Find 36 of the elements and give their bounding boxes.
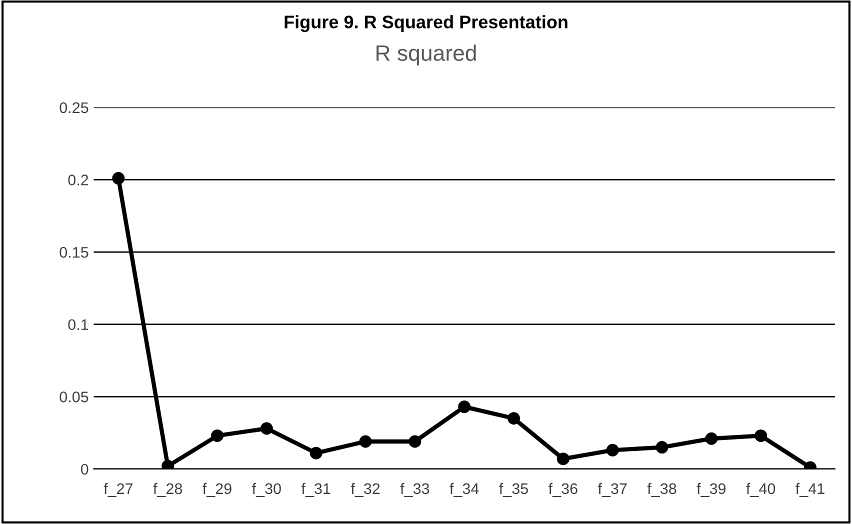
chart-subtitle: R squared xyxy=(376,44,476,66)
x-tick-label: f_41 xyxy=(796,482,824,497)
chart-title: Figure 9. R Squared Presentation xyxy=(284,15,568,32)
y-tick-label: 0.15 xyxy=(60,246,88,258)
point xyxy=(556,452,570,466)
point xyxy=(260,422,273,435)
y-tick-label: 0 xyxy=(80,464,88,475)
x-tick-label: f_37 xyxy=(598,482,627,497)
point xyxy=(754,429,768,442)
x-tick-label: f_30 xyxy=(252,482,281,497)
x-tick-label: f_29 xyxy=(202,482,232,497)
point xyxy=(606,444,619,456)
y-tick-label: 0.1 xyxy=(68,319,88,330)
point xyxy=(211,429,224,442)
point xyxy=(705,432,718,445)
x-tick-label: f_36 xyxy=(548,482,578,497)
x-tick-label: f_32 xyxy=(350,482,380,497)
point xyxy=(656,441,668,454)
x-tick-label: f_31 xyxy=(301,482,330,497)
point xyxy=(359,435,372,448)
y-tick-label: 0.25 xyxy=(60,102,88,114)
point xyxy=(408,435,422,448)
y-tick-label: 0.05 xyxy=(60,392,88,402)
x-tick-label: f_34 xyxy=(450,482,479,497)
point xyxy=(112,172,125,185)
x-tick-label: f_27 xyxy=(104,482,133,497)
x-tick-label: f_40 xyxy=(746,482,776,497)
x-tick-label: f_38 xyxy=(647,482,676,497)
point xyxy=(458,400,471,414)
x-tick-label: f_28 xyxy=(153,482,182,497)
x-tick-label: f_33 xyxy=(400,482,430,497)
point xyxy=(310,446,322,460)
x-tick-label: f_35 xyxy=(499,482,528,497)
point xyxy=(508,412,520,425)
y-tick-label: 0.2 xyxy=(68,174,88,186)
x-tick-label: f_39 xyxy=(696,482,726,497)
